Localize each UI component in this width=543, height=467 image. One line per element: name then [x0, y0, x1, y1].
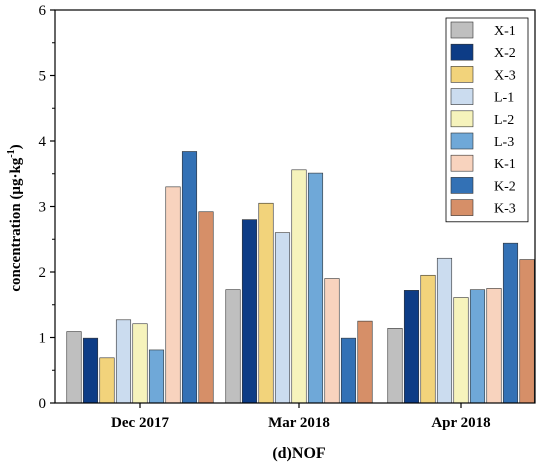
bar-k-3-dec-2017 [198, 211, 214, 404]
bar-x-3-mar-2018 [258, 202, 274, 404]
bar-k-2-mar-2018 [340, 337, 357, 404]
legend-label-x-1: X-1 [494, 24, 516, 39]
x-category-label: Apr 2018 [431, 415, 490, 431]
bars-group [66, 151, 535, 404]
y-axis-label-main: concentration (μg·kg [8, 157, 24, 291]
bar-x-3-dec-2017 [99, 357, 115, 404]
x-categories-group: Dec 2017 Mar 2018 Apr 2018 [111, 403, 491, 431]
y-tick-label: 1 [39, 331, 47, 347]
legend-swatch-l-2 [450, 110, 474, 128]
legend-swatch-k-2 [450, 177, 474, 194]
bar-l-3-apr-2018 [469, 289, 486, 404]
bar-k-2-apr-2018 [502, 242, 519, 404]
y-tick-label: 6 [39, 3, 47, 19]
legend-swatch-k-1 [450, 154, 474, 172]
bar-k-2-dec-2017 [181, 151, 198, 404]
bar-l-1-mar-2018 [274, 232, 291, 404]
y-axis-label-superscript: -1 [6, 149, 17, 157]
y-tick-label: 5 [39, 69, 47, 85]
bar-x-1-apr-2018 [387, 328, 403, 404]
legend-label-k-3: K-3 [494, 202, 516, 217]
legend-label-x-3: X-3 [494, 68, 516, 83]
legend-label-k-2: K-2 [494, 179, 516, 194]
bar-x-2-mar-2018 [241, 219, 258, 404]
bar-l-3-mar-2018 [307, 172, 324, 404]
legend-swatch-l-3 [450, 132, 474, 150]
bar-k-1-mar-2018 [324, 278, 340, 404]
bar-l-2-dec-2017 [132, 323, 148, 404]
y-tick-label: 3 [39, 200, 47, 216]
bar-x-1-mar-2018 [225, 289, 241, 404]
legend-label-k-1: K-1 [494, 157, 516, 172]
x-category-label: Dec 2017 [111, 415, 169, 431]
bar-l-1-apr-2018 [436, 257, 453, 404]
legend-label-x-2: X-2 [494, 46, 516, 61]
bar-x-3-apr-2018 [420, 274, 436, 404]
legend-swatch-x-1 [450, 21, 474, 39]
legend-swatch-x-2 [450, 43, 474, 61]
y-tick-label: 0 [39, 396, 47, 412]
x-axis-label: (d)NOF [272, 445, 326, 462]
bar-l-1-dec-2017 [115, 319, 132, 404]
bar-l-3-dec-2017 [148, 349, 165, 404]
legend-swatch-x-3 [450, 66, 474, 83]
bar-x-2-apr-2018 [403, 290, 420, 404]
x-category-label: Mar 2018 [268, 415, 330, 431]
bar-l-2-mar-2018 [291, 169, 307, 404]
bar-l-2-apr-2018 [453, 297, 469, 404]
y-axis-label-close: ) [8, 144, 24, 149]
bar-x-1-dec-2017 [66, 331, 82, 404]
legend-label-l-2: L-2 [494, 113, 514, 128]
legend-swatch-k-3 [450, 199, 474, 216]
bar-k-3-apr-2018 [519, 259, 535, 404]
legend-label-l-1: L-1 [494, 91, 514, 106]
legend-swatch-l-1 [450, 88, 474, 105]
y-tick-label: 2 [39, 265, 47, 281]
legend-label-l-3: L-3 [494, 135, 514, 150]
bar-k-1-dec-2017 [165, 186, 181, 404]
y-tick-label: 4 [39, 134, 47, 150]
bar-k-3-mar-2018 [357, 320, 373, 404]
bar-x-2-dec-2017 [82, 337, 99, 404]
bar-k-1-apr-2018 [486, 288, 502, 404]
legend: X-1 X-2 X-3 L-1 L-2 L-3 K-1 K-2 K-3 [445, 17, 529, 223]
y-ticks-group: 0 1 2 3 4 5 6 [39, 3, 55, 412]
y-axis-label: concentration (μg·kg-1) [6, 144, 24, 291]
